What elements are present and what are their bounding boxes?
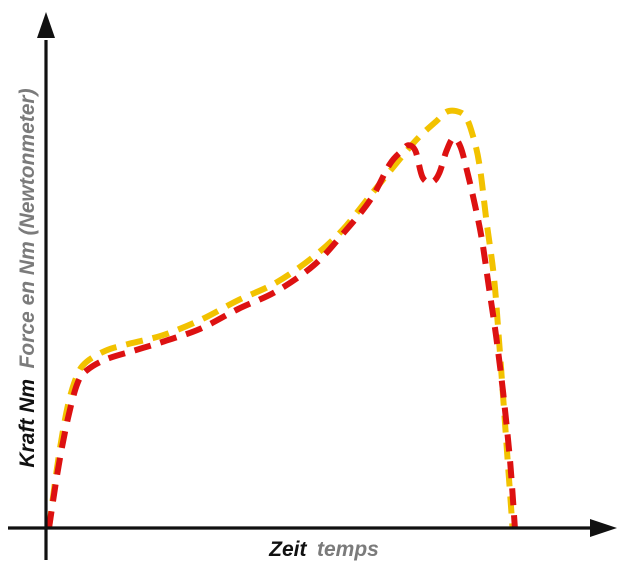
x-axis-label-secondary: temps xyxy=(317,538,379,561)
x-axis-label: Zeit temps xyxy=(268,538,379,561)
y-axis-label: Kraft Nm Force en Nm (Newtonmeter) xyxy=(16,88,39,467)
y-axis-label-secondary: Force en Nm (Newtonmeter) xyxy=(16,88,39,368)
x-axis-arrow-icon xyxy=(590,519,617,537)
y-axis-arrow-icon xyxy=(37,12,55,38)
x-axis-label-primary: Zeit xyxy=(268,538,307,561)
y-axis-label-primary: Kraft Nm xyxy=(16,379,39,468)
series-line-2 xyxy=(46,135,518,529)
series-line-1 xyxy=(46,107,516,529)
series-layer xyxy=(46,107,518,529)
